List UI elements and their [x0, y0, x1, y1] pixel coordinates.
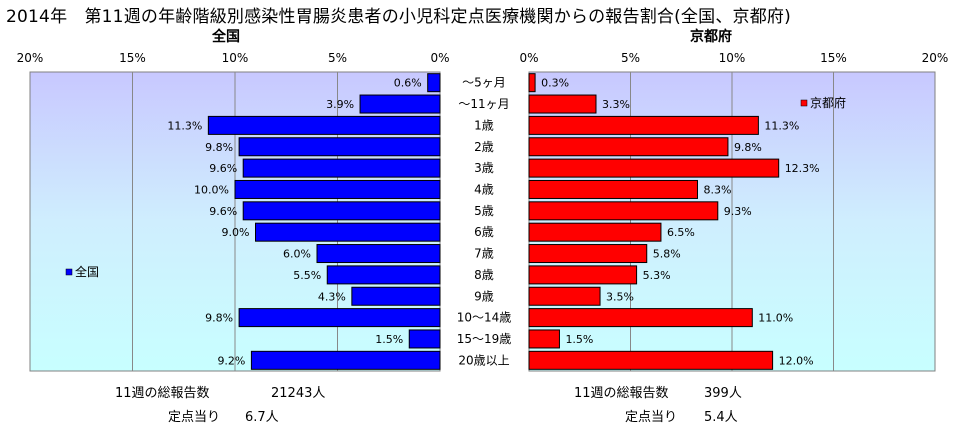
category-label: 8歳 [474, 268, 494, 282]
national-bar [326, 265, 441, 285]
national-data-label: 6.0% [283, 248, 311, 261]
kyoto-legend-swatch [800, 99, 808, 107]
national-tick-label: 20% [17, 51, 44, 65]
national-bar [408, 329, 441, 349]
kyoto-tick-label: 10% [719, 51, 746, 65]
national-bar [316, 244, 441, 264]
kyoto-bar [528, 115, 759, 135]
national-data-label: 9.0% [222, 226, 250, 239]
national-bar [359, 94, 441, 114]
national-bar [255, 222, 441, 242]
national-per-label: 定点当り [168, 410, 221, 425]
national-data-label: 9.8% [205, 141, 233, 154]
kyoto-total-label: 11週の総報告数 [574, 386, 669, 401]
kyoto-data-label: 5.8% [653, 248, 681, 261]
kyoto-bar [528, 265, 638, 285]
national-data-label: 1.5% [375, 333, 403, 346]
category-label: ～11ヶ月 [458, 97, 509, 111]
kyoto-data-label: 1.5% [565, 333, 593, 346]
kyoto-bar [528, 244, 648, 264]
kyoto-bar [528, 308, 753, 328]
national-bar [234, 179, 441, 199]
kyoto-data-label: 11.3% [764, 119, 799, 132]
national-bar [207, 115, 441, 135]
kyoto-panel-title: 京都府 [690, 29, 732, 45]
kyoto-tick-label: 15% [820, 51, 847, 65]
kyoto-bar [528, 158, 780, 178]
national-per-value: 6.7人 [245, 410, 279, 425]
kyoto-bar [528, 201, 719, 221]
category-label: 1歳 [474, 118, 494, 132]
national-data-label: 4.3% [318, 290, 346, 303]
national-tick-label: 15% [119, 51, 146, 65]
national-data-label: 0.6% [394, 77, 422, 90]
kyoto-legend-label: 京都府 [810, 95, 846, 110]
kyoto-bar [528, 73, 536, 93]
kyoto-data-label: 8.3% [703, 183, 731, 196]
category-label: 15～19歳 [457, 332, 512, 346]
page-title: 2014年 第11週の年齢階級別感染性胃腸炎患者の小児科定点医療機関からの報告割… [6, 7, 791, 27]
national-bar [427, 73, 441, 93]
kyoto-data-label: 9.8% [734, 141, 762, 154]
national-panel-title: 全国 [212, 29, 240, 45]
national-legend-label: 全国 [75, 264, 99, 279]
kyoto-per-value: 5.4人 [704, 410, 738, 425]
kyoto-total-value: 399人 [704, 386, 742, 401]
national-bar [242, 201, 441, 221]
kyoto-tick-label: 5% [621, 51, 640, 65]
category-label: 3歳 [474, 161, 494, 175]
category-label: 2歳 [474, 140, 494, 154]
national-bar [242, 158, 441, 178]
kyoto-data-label: 11.0% [758, 312, 793, 325]
category-label: 9歳 [474, 289, 494, 303]
national-data-label: 9.6% [209, 205, 237, 218]
national-data-label: 5.5% [293, 269, 321, 282]
kyoto-data-label: 5.3% [643, 269, 671, 282]
category-label: 6歳 [474, 225, 494, 239]
kyoto-bar [528, 137, 729, 157]
category-label: ～5ヶ月 [462, 76, 506, 90]
category-label: 4歳 [474, 182, 494, 196]
national-data-label: 11.3% [167, 119, 202, 132]
national-tick-label: 10% [222, 51, 249, 65]
national-data-label: 9.8% [205, 312, 233, 325]
kyoto-bar [528, 286, 601, 306]
kyoto-bar [528, 94, 597, 114]
category-label: 20歳以上 [458, 353, 509, 367]
national-total-label: 11週の総報告数 [115, 386, 210, 401]
kyoto-data-label: 12.0% [779, 354, 814, 367]
kyoto-bar [528, 222, 662, 242]
kyoto-data-label: 12.3% [785, 162, 820, 175]
national-data-label: 3.9% [326, 98, 354, 111]
national-data-label: 9.6% [209, 162, 237, 175]
national-bar [351, 286, 441, 306]
kyoto-data-label: 0.3% [541, 77, 569, 90]
kyoto-data-label: 3.3% [602, 98, 630, 111]
kyoto-bar [528, 329, 560, 349]
national-tick-label: 5% [328, 51, 347, 65]
national-tick-label: 0% [430, 51, 449, 65]
national-data-label: 9.2% [217, 354, 245, 367]
national-legend-swatch [65, 268, 73, 276]
category-label: 5歳 [474, 204, 494, 218]
kyoto-data-label: 9.3% [724, 205, 752, 218]
kyoto-per-label: 定点当り [625, 410, 678, 425]
national-data-label: 10.0% [194, 183, 229, 196]
kyoto-bar [528, 350, 774, 370]
national-bar [238, 137, 441, 157]
kyoto-bar [528, 179, 698, 199]
category-label: 7歳 [474, 247, 494, 261]
kyoto-tick-label: 20% [922, 51, 949, 65]
kyoto-data-label: 3.5% [606, 290, 634, 303]
category-label: 10～14歳 [457, 311, 512, 325]
national-bar [238, 308, 441, 328]
national-total-value: 21243人 [271, 386, 326, 401]
national-bar [250, 350, 441, 370]
kyoto-tick-label: 0% [519, 51, 538, 65]
kyoto-data-label: 6.5% [667, 226, 695, 239]
